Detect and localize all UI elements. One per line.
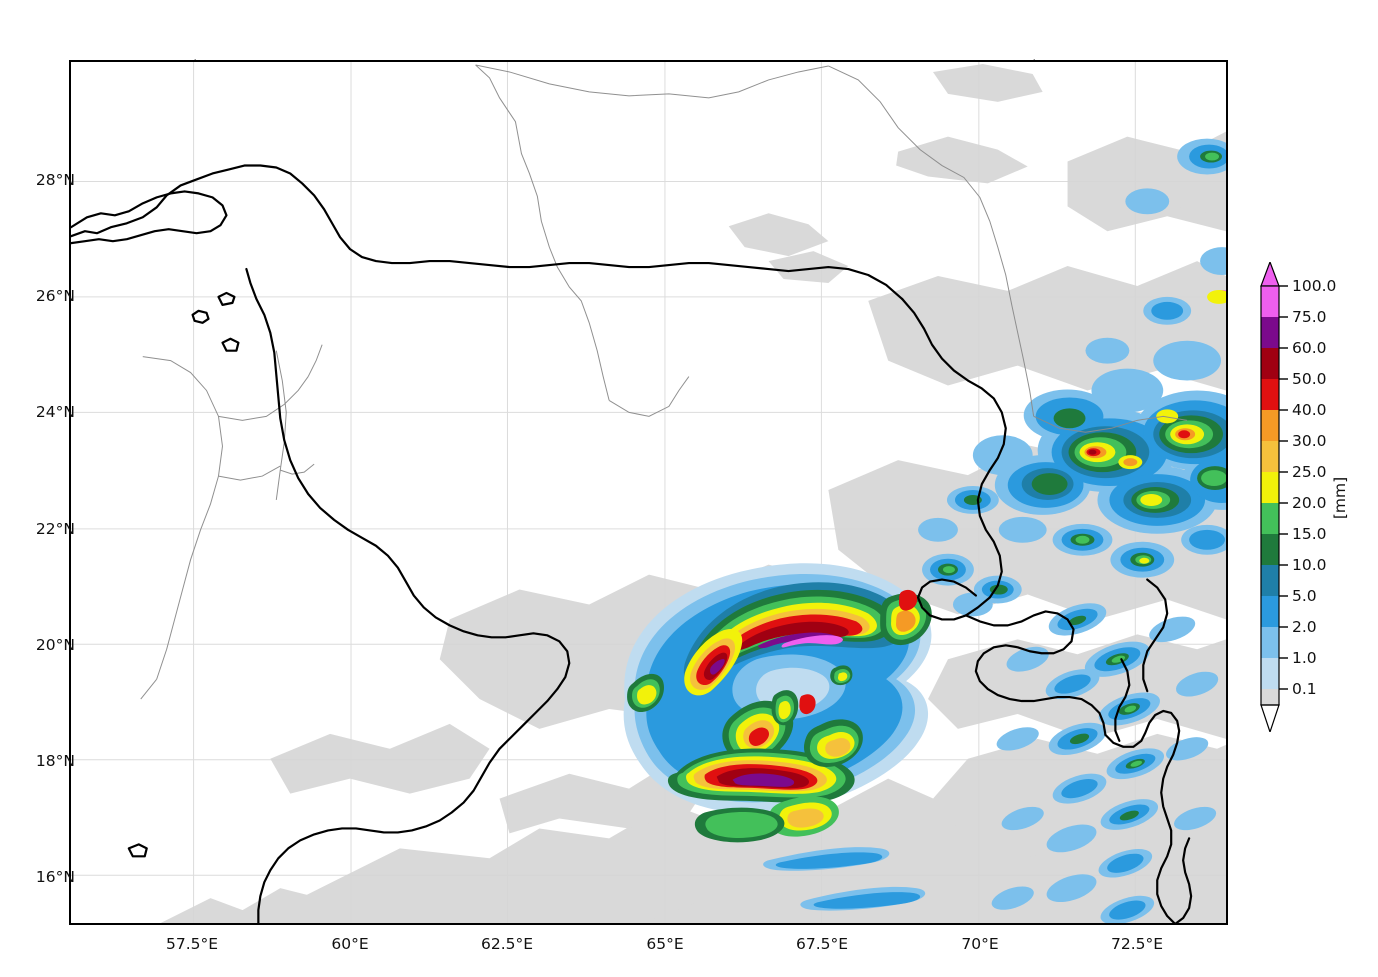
x-tick-label: 60°E [331,935,369,953]
tropical-cyclone-precip [623,563,932,911]
gujarat-precip [922,553,1022,617]
land-convection-precip [918,247,1226,578]
colorbar-tick-label: 10.0 [1292,556,1327,574]
colorbar-tick-label: 25.0 [1292,463,1327,481]
y-tick-label: 24°N [35,403,75,421]
map-canvas [71,62,1226,923]
x-tick-label: 70°E [961,935,999,953]
colorbar-tick-label: 15.0 [1292,525,1327,543]
colorbar-tick-label: 30.0 [1292,432,1327,450]
y-tick-label: 20°N [35,636,75,654]
precipitation-map [69,60,1228,925]
x-tick-label: 57.5°E [165,935,219,953]
colorbar-gradient [1260,262,1288,732]
x-tick-label: 62.5°E [480,935,534,953]
x-tick-label: 65°E [646,935,684,953]
colorbar-tick-label: 60.0 [1292,339,1327,357]
x-tick-label: 72.5°E [1110,935,1164,953]
colorbar-tick-label: 0.1 [1292,680,1317,698]
y-tick-label: 16°N [35,868,75,886]
northeast-precip [1125,138,1226,304]
colorbar-tick-label: 50.0 [1292,370,1327,388]
west-coast-precip [991,603,1219,923]
y-tick-label: 26°N [35,287,75,305]
y-tick-label: 18°N [35,752,75,770]
colorbar-tick-label: 20.0 [1292,494,1327,512]
colorbar-tick-label: 100.0 [1292,277,1337,295]
colorbar-unit-label: [mm] [1331,476,1349,520]
colorbar [1252,262,1288,732]
coastlines [71,164,1193,923]
colorbar-tick-label: 2.0 [1292,618,1317,636]
x-tick-label: 67.5°E [795,935,849,953]
y-tick-label: 22°N [35,520,75,538]
colorbar-tick-label: 1.0 [1292,649,1317,667]
y-tick-label: 28°N [35,171,75,189]
political-borders [140,64,1188,700]
colorbar-tick-label: 5.0 [1292,587,1317,605]
colorbar-tick-label: 40.0 [1292,401,1327,419]
colorbar-tick-label: 75.0 [1292,308,1327,326]
